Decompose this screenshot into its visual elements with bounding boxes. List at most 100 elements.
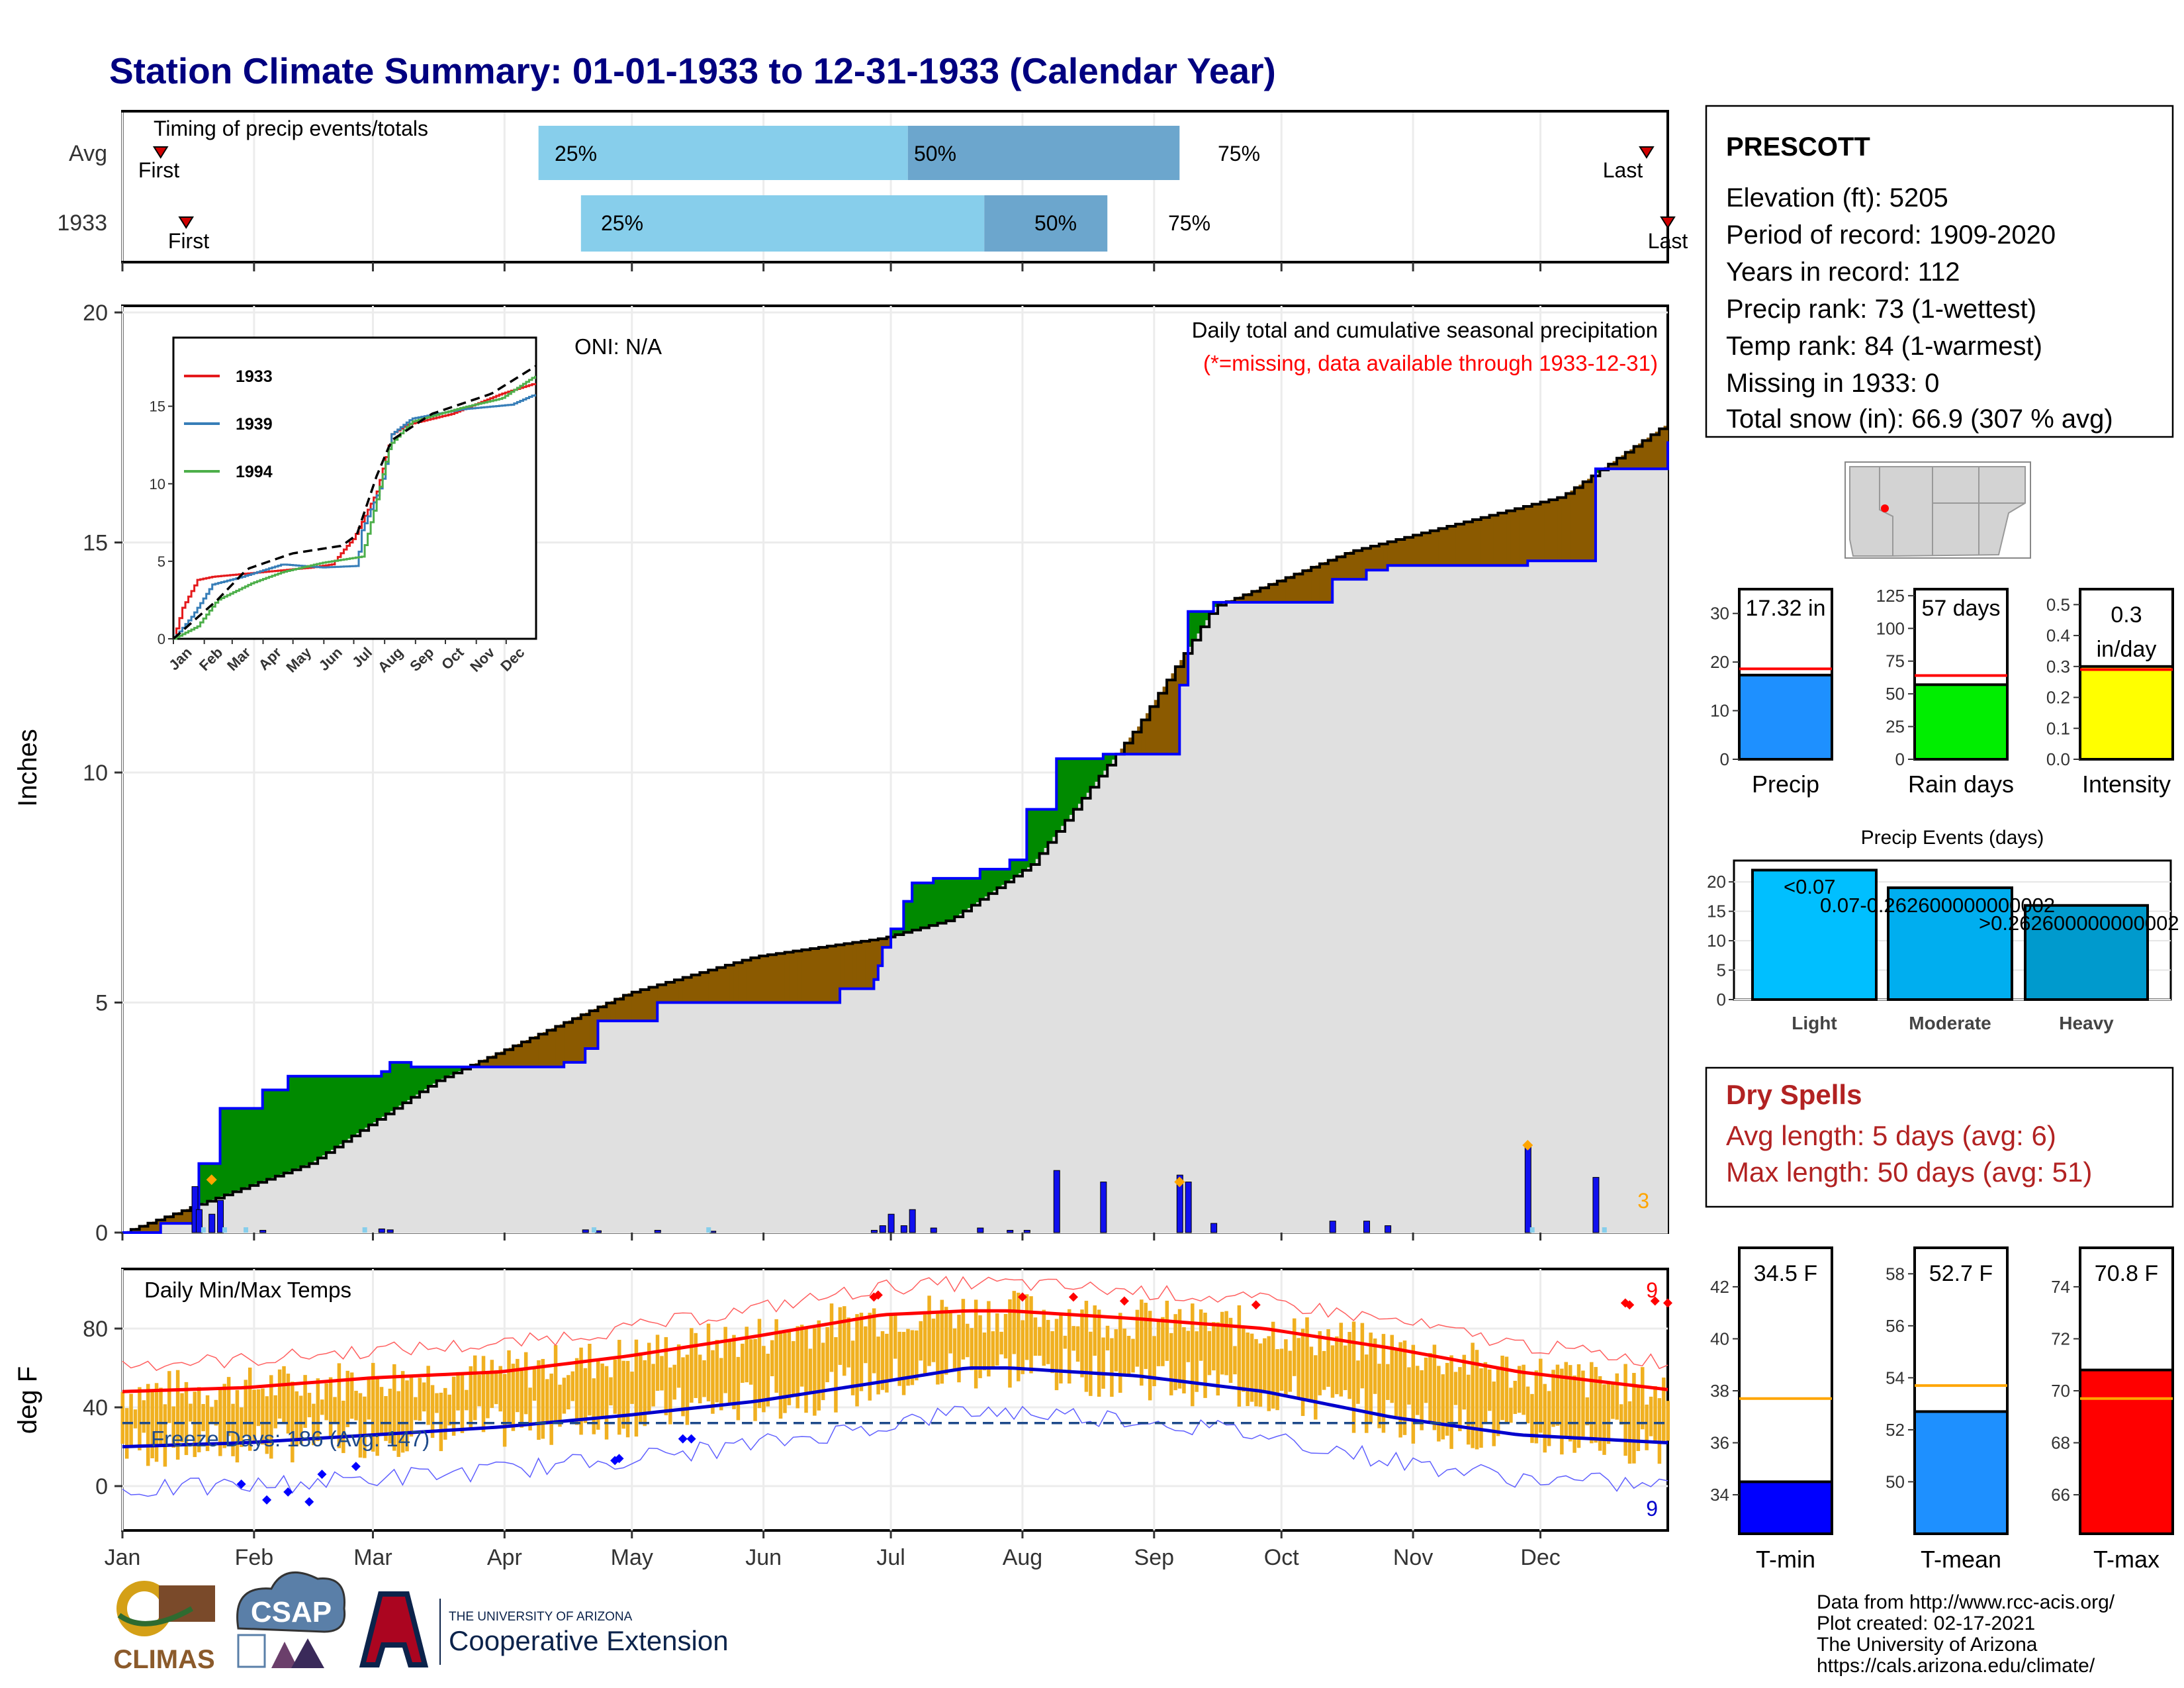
deficit-band xyxy=(865,940,870,989)
daily-temp-bar xyxy=(1300,1329,1305,1417)
daily-temp-bar xyxy=(1144,1303,1148,1370)
deficit-band xyxy=(649,987,654,1021)
daily-temp-bar xyxy=(774,1319,778,1393)
daily-temp-bar xyxy=(414,1397,418,1421)
daily-temp-bar xyxy=(124,1408,129,1459)
daily-temp-bar xyxy=(1581,1370,1585,1437)
stat-bar-tick-label: 0.1 xyxy=(2046,718,2070,738)
daily-temp-bar xyxy=(171,1406,175,1448)
daily-temp-bar xyxy=(1309,1346,1314,1402)
daily-temp-bar xyxy=(1386,1364,1390,1400)
deficit-band xyxy=(1175,667,1180,755)
deficit-band xyxy=(653,986,658,1021)
daily-temp-bar xyxy=(1373,1338,1377,1394)
deficit-band xyxy=(478,1061,484,1067)
daily-temp-bar xyxy=(1330,1345,1335,1398)
daily-precip-bar xyxy=(217,1199,224,1233)
daily-temp-bar xyxy=(1402,1340,1407,1435)
average-cumulative-line xyxy=(122,422,1669,1234)
surplus-band xyxy=(246,1108,251,1188)
daily-temp-bar xyxy=(371,1362,375,1452)
daily-temp-bar xyxy=(872,1308,876,1374)
deficit-band xyxy=(1158,693,1163,755)
daily-temp-bar xyxy=(303,1375,307,1429)
deficit-band xyxy=(856,941,862,989)
daily-temp-bar xyxy=(333,1397,337,1424)
daily-temp-bar xyxy=(298,1395,303,1444)
daily-precip-bar xyxy=(208,1213,216,1233)
daily-temp-bar xyxy=(1649,1396,1653,1436)
deficit-band xyxy=(1438,528,1443,566)
surplus-band xyxy=(275,1090,280,1176)
daily-temp-bar xyxy=(741,1343,745,1383)
stat-bar-value-unit: in/day xyxy=(2097,637,2157,662)
month-axis: Jan Feb Mar Apr May Jun Jul Aug Sep Oct Nov Dec xyxy=(105,1233,1561,1570)
surplus-band xyxy=(339,1076,344,1145)
surplus-band xyxy=(942,878,947,922)
deficit-band xyxy=(173,1213,178,1224)
daily-temp-bar xyxy=(558,1384,562,1427)
daily-temp-bar xyxy=(1071,1326,1075,1351)
daily-temp-bar xyxy=(1475,1350,1479,1450)
deficit-band xyxy=(1362,548,1367,580)
daily-temp-bar xyxy=(694,1333,698,1398)
deficit-band xyxy=(496,1053,501,1067)
daily-temp-bar xyxy=(341,1400,345,1454)
daily-temp-bar xyxy=(1140,1299,1144,1386)
surplus-band xyxy=(1086,759,1091,793)
record-high-marker xyxy=(1017,1292,1027,1302)
deficit-band xyxy=(670,981,675,1003)
stat-bar-value-label: 57 days xyxy=(1921,596,2000,621)
deficit-band xyxy=(1285,577,1291,602)
daily-temp-bar xyxy=(486,1372,490,1419)
daily-temp-bar xyxy=(927,1295,931,1366)
surplus-band xyxy=(373,1076,378,1123)
deficit-band xyxy=(1324,562,1329,602)
daily-temp-bar xyxy=(1645,1404,1649,1450)
daily-temp-bar xyxy=(167,1371,171,1423)
deficit-band xyxy=(1124,743,1129,755)
surplus-band xyxy=(1056,759,1062,831)
daily-temp-bar xyxy=(579,1347,583,1435)
deficit-band xyxy=(1179,660,1185,685)
deficit-band xyxy=(1145,713,1150,755)
deficit-band xyxy=(1655,432,1660,469)
daily-temp-bar xyxy=(604,1366,609,1440)
stat-bars: 0 10 20 30 17.32 in Precip 0 25 50 75 100 125 57 day… xyxy=(1710,586,2174,798)
daily-temp-bar xyxy=(1513,1380,1518,1415)
surplus-band xyxy=(398,1062,403,1106)
deficit-band xyxy=(1544,500,1549,561)
surplus-band xyxy=(296,1076,302,1168)
inset-y-tick-label: 0 xyxy=(158,631,165,647)
deficit-band xyxy=(801,949,807,1003)
record-low-marker xyxy=(614,1454,624,1464)
month-label: Nov xyxy=(1393,1545,1433,1570)
surplus-band xyxy=(216,1163,221,1198)
deficit-band xyxy=(1345,553,1350,580)
p50-label-avg: 50% xyxy=(914,142,956,165)
deficit-band xyxy=(1447,526,1452,566)
daily-temp-bar xyxy=(1560,1368,1564,1455)
daily-temp-bar xyxy=(1568,1365,1572,1442)
daily-temp-bar xyxy=(1437,1366,1441,1442)
events-y-tick-label: 20 xyxy=(1707,872,1726,892)
events-y-tick-label: 0 xyxy=(1717,990,1726,1009)
surplus-band xyxy=(381,1071,387,1117)
daily-temp-bar xyxy=(1228,1317,1233,1383)
daily-temp-bar xyxy=(1054,1319,1059,1391)
daily-temp-bar xyxy=(138,1387,142,1451)
surplus-band xyxy=(984,868,989,897)
event-bar-label: Light xyxy=(1792,1013,1837,1033)
daily-temp-bar xyxy=(1267,1336,1271,1411)
temp-stat-tick-label: 56 xyxy=(1886,1316,1905,1336)
deficit-band xyxy=(1625,452,1630,469)
daily-temp-bar xyxy=(1462,1354,1467,1410)
daily-temp-bar xyxy=(1050,1331,1054,1374)
month-label: Jul xyxy=(876,1545,905,1570)
snow-marker xyxy=(222,1227,227,1233)
footer-credits: Data from http://www.rcc-acis.org/ Plot … xyxy=(1817,1591,2115,1677)
event-bar-label: Moderate xyxy=(1909,1013,1991,1033)
daily-temp-bar xyxy=(1471,1342,1475,1448)
daily-temp-bar xyxy=(1182,1327,1186,1394)
daily-temp-bar xyxy=(1322,1350,1326,1390)
